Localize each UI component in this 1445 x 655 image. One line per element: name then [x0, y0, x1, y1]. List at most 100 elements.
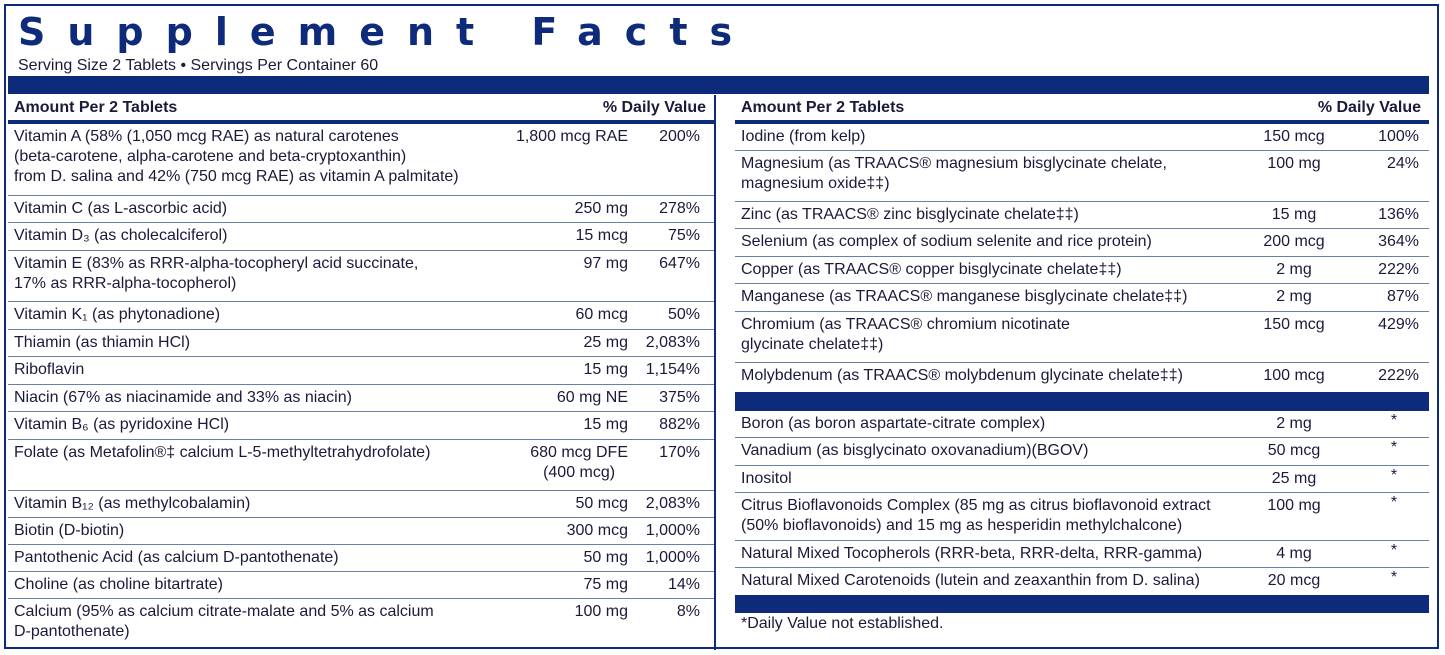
nutrient-row: Iodine (from kelp) 150 mcg 100%	[735, 124, 1429, 151]
nutrient-row: Vanadium (as bisglycinato oxovanadium)(B…	[735, 438, 1429, 466]
nutrient-name: Vitamin D₃ (as cholecalciferol)	[14, 227, 228, 244]
footnote: *Daily Value not established.	[741, 615, 944, 632]
nutrient-dv: *	[1390, 542, 1398, 559]
left-column: Amount Per 2 Tablets % Daily Value Vitam…	[8, 95, 714, 647]
nutrient-dv: 1,000%	[645, 549, 700, 566]
nutrient-amount: 250 mg	[574, 200, 628, 217]
nutrient-row: Vitamin B₆ (as pyridoxine HCl) 15 mg 882…	[8, 412, 714, 440]
dv-header: % Daily Value	[1317, 99, 1421, 116]
dv-header: % Daily Value	[602, 99, 706, 116]
nutrient-dv: 14%	[667, 576, 700, 593]
left-column-header: Amount Per 2 Tablets % Daily Value	[8, 95, 714, 120]
nutrient-amount: 150 mcg	[1263, 128, 1325, 145]
nutrient-name: Citrus Bioflavonoids Complex (85 mg as c…	[741, 497, 1211, 534]
nutrient-row: Vitamin C (as L-ascorbic acid) 250 mg 27…	[8, 196, 714, 223]
right-column: Amount Per 2 Tablets % Daily Value Iodin…	[735, 95, 1429, 647]
nutrient-name: Niacin (67% as niacinamide and 33% as ni…	[14, 389, 352, 406]
nutrient-amount: 100 mg	[574, 603, 628, 620]
nutrient-dv: 1,154%	[645, 361, 700, 378]
nutrient-row: Biotin (D-biotin) 300 mcg 1,000%	[8, 518, 714, 545]
nutrient-row: Calcium (95% as calcium citrate-malate a…	[8, 599, 714, 643]
nutrient-dv: 2,083%	[645, 495, 700, 512]
nutrient-row: Boron (as boron aspartate-citrate comple…	[735, 411, 1429, 438]
amount-header: Amount Per 2 Tablets	[14, 99, 178, 116]
nutrient-dv: *	[1390, 467, 1398, 484]
nutrient-name: Vitamin B₁₂ (as methylcobalamin)	[14, 495, 251, 512]
supplement-facts-panel: Supplement Facts Serving Size 2 Tablets …	[4, 4, 1439, 649]
nutrient-dv: 222%	[1378, 261, 1419, 278]
nutrient-amount: 300 mcg	[566, 522, 628, 539]
nutrient-dv: 87%	[1386, 288, 1419, 305]
nutrient-row: Vitamin K₁ (as phytonadione) 60 mcg 50%	[8, 302, 714, 330]
nutrient-amount: 60 mcg	[575, 306, 628, 323]
nutrient-name: Folate (as Metafolin®‡ calcium L-5-methy…	[14, 444, 431, 461]
nutrient-amount: 20 mcg	[1267, 572, 1321, 589]
nutrient-name: Riboflavin	[14, 361, 85, 378]
nutrient-amount: 150 mcg	[1263, 316, 1325, 333]
nutrient-amount: 75 mg	[583, 576, 628, 593]
nutrient-name: Vitamin C (as L-ascorbic acid)	[14, 200, 228, 217]
nutrient-name: Vitamin K₁ (as phytonadione)	[14, 306, 221, 323]
nutrient-row: Natural Mixed Tocopherols (RRR-beta, RRR…	[735, 541, 1429, 568]
nutrient-amount: 50 mcg	[1267, 442, 1321, 459]
nutrient-row: Molybdenum (as TRAACS® molybdenum glycin…	[735, 363, 1429, 390]
nutrient-row: Manganese (as TRAACS® manganese bisglyci…	[735, 284, 1429, 312]
nutrient-name: Manganese (as TRAACS® manganese bisglyci…	[741, 288, 1188, 305]
nutrient-amount: 200 mcg	[1263, 233, 1325, 250]
nutrient-dv: *	[1390, 412, 1398, 429]
nutrient-name: Choline (as choline bitartrate)	[14, 576, 223, 593]
nutrient-row: Pantothenic Acid (as calcium D-pantothen…	[8, 545, 714, 572]
nutrient-amount: 15 mg	[583, 361, 628, 378]
nutrient-dv: *	[1390, 439, 1398, 456]
nutrient-dv: *	[1390, 569, 1398, 586]
nutrient-name: Vitamin A (58% (1,050 mcg RAE) as natura…	[14, 128, 459, 185]
nutrient-row: Thiamin (as thiamin HCl) 25 mg 2,083%	[8, 330, 714, 357]
nutrient-amount: 2 mg	[1276, 415, 1312, 432]
nutrient-amount: 1,800 mcg RAE	[515, 128, 628, 145]
nutrient-name: Inositol	[741, 470, 792, 487]
nutrient-row: Citrus Bioflavonoids Complex (85 mg as c…	[735, 493, 1429, 541]
column-divider	[714, 95, 716, 650]
nutrient-name: Copper (as TRAACS® copper bisglycinate c…	[741, 261, 1122, 278]
section-bar	[735, 392, 1429, 411]
nutrient-row: Natural Mixed Carotenoids (lutein and ze…	[735, 568, 1429, 594]
nutrient-dv: *	[1390, 494, 1398, 511]
nutrient-amount: 25 mg	[583, 334, 628, 351]
nutrient-name: Iodine (from kelp)	[741, 128, 866, 145]
header-rule	[8, 120, 714, 124]
panel-title: Supplement Facts	[18, 10, 755, 54]
nutrient-row: Chromium (as TRAACS® chromium nicotinate…	[735, 312, 1429, 363]
nutrient-dv: 50%	[667, 306, 700, 323]
nutrient-amount: 15 mg	[1271, 206, 1317, 223]
amount-header: Amount Per 2 Tablets	[741, 99, 905, 116]
nutrient-dv: 882%	[659, 416, 700, 433]
nutrient-row: Vitamin E (83% as RRR-alpha-tocopheryl a…	[8, 251, 714, 302]
nutrient-row: Niacin (67% as niacinamide and 33% as ni…	[8, 385, 714, 412]
nutrient-dv: 647%	[659, 255, 700, 272]
nutrient-name: Molybdenum (as TRAACS® molybdenum glycin…	[741, 367, 1183, 384]
nutrient-name: Chromium (as TRAACS® chromium nicotinate…	[741, 316, 1070, 353]
nutrient-row: Magnesium (as TRAACS® magnesium bisglyci…	[735, 151, 1429, 202]
nutrient-amount: 25 mg	[1271, 470, 1317, 487]
nutrient-row: Zinc (as TRAACS® zinc bisglycinate chela…	[735, 202, 1429, 229]
nutrient-amount: 680 mcg DFE (400 mcg)	[530, 444, 628, 481]
nutrient-row: Riboflavin 15 mg 1,154%	[8, 357, 714, 385]
nutrient-amount: 50 mcg	[575, 495, 628, 512]
nutrient-name: Vitamin E (83% as RRR-alpha-tocopheryl a…	[14, 255, 419, 292]
nutrient-row: Vitamin D₃ (as cholecalciferol) 15 mcg 7…	[8, 223, 714, 251]
nutrient-row: Vitamin B₁₂ (as methylcobalamin) 50 mcg …	[8, 491, 714, 518]
nutrient-dv: 364%	[1378, 233, 1419, 250]
nutrient-row: Choline (as choline bitartrate) 75 mg 14…	[8, 572, 714, 599]
nutrient-dv: 278%	[659, 200, 700, 217]
nutrient-amount: 97 mg	[583, 255, 628, 272]
nutrient-name: Vanadium (as bisglycinato oxovanadium)(B…	[741, 442, 1089, 459]
nutrient-name: Boron (as boron aspartate-citrate comple…	[741, 415, 1046, 432]
nutrient-dv: 75%	[667, 227, 700, 244]
nutrient-name: Calcium (95% as calcium citrate-malate a…	[14, 603, 434, 640]
nutrient-amount: 100 mg	[1267, 497, 1321, 514]
nutrient-dv: 100%	[1378, 128, 1419, 145]
nutrient-dv: 170%	[659, 444, 700, 461]
nutrient-row: Folate (as Metafolin®‡ calcium L-5-methy…	[8, 440, 714, 491]
nutrient-name: Pantothenic Acid (as calcium D-pantothen…	[14, 549, 339, 566]
section-bar	[735, 595, 1429, 613]
